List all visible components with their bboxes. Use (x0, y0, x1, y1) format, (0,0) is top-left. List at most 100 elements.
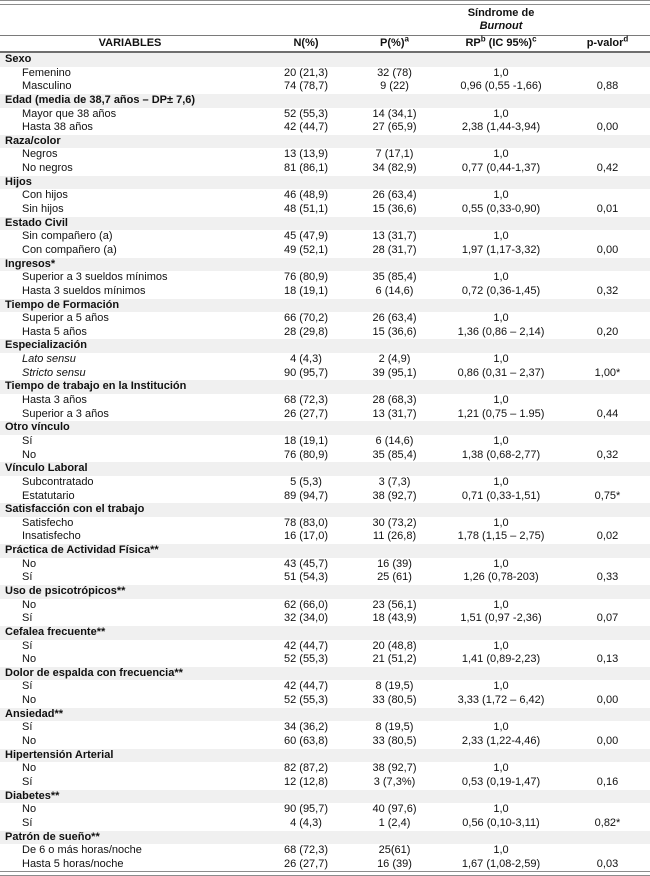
table-row: Superior a 3 sueldos mínimos 76 (80,9) 35 … (0, 271, 650, 285)
cell-pvalue: 0,32 (596, 284, 619, 297)
table-row: Superior a 3 años 26 (27,7) 13 (31,7) 1,21 … (0, 408, 650, 422)
cell-p: 23 (56,1) (372, 598, 417, 611)
row-label: No (22, 694, 37, 707)
cell-n: 26 (27,7) (283, 407, 329, 420)
row-label: Negros (22, 148, 58, 161)
cell-pvalue: 0,88 (596, 80, 619, 93)
cell-rp: 0,72 (0,36-1,45) (461, 284, 541, 297)
row-label: No (22, 735, 37, 748)
cell-rp: 1,0 (493, 475, 509, 488)
table-row: No negros 81 (86,1) 34 (82,9) 0,77 (0,44-1,… (0, 162, 650, 176)
category-label: Raza/color (5, 134, 61, 147)
cell-n: 82 (87,2) (283, 762, 329, 775)
cell-p: 26 (63,4) (372, 312, 417, 325)
cell-n: 42 (44,7) (283, 639, 329, 652)
cell-rp: 0,53 (0,19-1,47) (461, 775, 541, 788)
cell-rp: 1,97 (1,17-3,32) (461, 243, 541, 256)
cell-rp: 1,21 (0,75 – 1.95) (457, 407, 545, 420)
cell-p: 33 (80,5) (372, 694, 417, 707)
cell-p: 16 (39) (377, 857, 412, 870)
cell-n: 4 (4,3) (290, 353, 322, 366)
cell-rp: 0,55 (0,33-0,90) (461, 203, 541, 216)
cell-rp: 0,86 (0,31 – 2,37) (457, 366, 545, 379)
cell-n: 34 (36,2) (283, 721, 329, 734)
cell-n: 46 (48,9) (283, 189, 329, 202)
cell-pvalue (565, 762, 650, 776)
category-row: Hipertensión Arterial (0, 748, 650, 763)
table-row: Hasta 5 años 28 (29,8) 15 (36,6) 1,36 (0,86… (0, 326, 650, 340)
category-label: Dolor de espalda con frecuencia** (5, 666, 183, 679)
category-label: Práctica de Actividad Física** (5, 544, 159, 557)
cell-rp: 1,0 (493, 516, 509, 529)
table-row: Hasta 5 horas/noche 26 (27,7) 16 (39) 1,67 … (0, 858, 650, 872)
cell-p: 16 (39) (377, 557, 412, 570)
cell-p: 15 (36,6) (372, 325, 417, 338)
row-label: Superior a 3 sueldos mínimos (22, 271, 168, 284)
col-header-p: P(%)a (380, 34, 409, 49)
cell-pvalue (565, 394, 650, 408)
cell-pvalue: 0,01 (596, 203, 619, 216)
cell-n: 60 (63,8) (283, 735, 329, 748)
cell-p: 3 (7,3) (378, 475, 411, 488)
cell-rp: 1,0 (493, 557, 509, 570)
row-label: Subcontratado (22, 475, 94, 488)
cell-n: 52 (55,3) (283, 107, 329, 120)
category-label: Hipertensión Arterial (5, 748, 114, 761)
cell-pvalue: 0,13 (596, 653, 619, 666)
cell-p: 35 (85,4) (372, 448, 417, 461)
cell-pvalue: 0,42 (596, 162, 619, 175)
cell-pvalue (565, 803, 650, 817)
burnout-span-header: Síndrome de Burnout (352, 5, 650, 35)
cell-n: 52 (55,3) (283, 653, 329, 666)
cell-rp: 1,67 (1,08-2,59) (461, 857, 541, 870)
table-row: Sí 12 (12,8) 3 (7,3%) 0,53 (0,19-1,47) 0,16 (0, 776, 650, 790)
table-row: Superior a 5 años 66 (70,2) 26 (63,4) 1,0 (0, 312, 650, 326)
table-row: Femenino 20 (21,3) 32 (78) 1,0 (0, 67, 650, 81)
cell-p: 2 (4,9) (378, 353, 411, 366)
cell-pvalue (565, 476, 650, 490)
row-label: Superior a 3 años (22, 407, 109, 420)
cell-pvalue (565, 680, 650, 694)
category-row: Diabetes** (0, 789, 650, 804)
cell-p: 20 (48,8) (372, 639, 417, 652)
cell-rp: 1,0 (493, 271, 509, 284)
cell-n: 28 (29,8) (283, 325, 329, 338)
cell-pvalue: 0,82* (594, 816, 621, 829)
row-label: Lato sensu (22, 353, 76, 366)
cell-pvalue (565, 108, 650, 122)
cell-rp: 1,0 (493, 230, 509, 243)
cell-n: 45 (47,9) (283, 230, 329, 243)
cell-rp: 2,38 (1,44-3,94) (461, 121, 541, 134)
table-row: Con hijos 46 (48,9) 26 (63,4) 1,0 (0, 189, 650, 203)
category-label: Sexo (5, 53, 32, 65)
table-row: Hasta 3 sueldos mínimos 18 (19,1) 6 (14,6)… (0, 285, 650, 299)
cell-p: 35 (85,4) (372, 271, 417, 284)
cell-rp: 1,0 (493, 762, 509, 775)
category-row: Patrón de sueño** (0, 830, 650, 845)
cell-rp: 1,51 (0,97 -2,36) (460, 612, 542, 625)
table-row: Sí 4 (4,3) 1 (2,4) 0,56 (0,10-3,11) 0,82* (0, 817, 650, 831)
category-label: Cefalea frecuente** (5, 625, 106, 638)
table-row: No 52 (55,3) 21 (51,2) 1,41 (0,89-2,23) 0,13 (0, 653, 650, 667)
cell-p: 13 (31,7) (372, 230, 417, 243)
category-label: Satisfacción con el trabajo (5, 503, 145, 516)
row-label: Sí (22, 775, 33, 788)
table-row: No 60 (63,8) 33 (80,5) 2,33 (1,22-4,46) 0,00 (0, 735, 650, 749)
cell-p: 8 (19,5) (375, 680, 414, 693)
cell-pvalue: 0,00 (596, 735, 619, 748)
cell-rp: 1,26 (0,78-203) (463, 571, 539, 584)
cell-p: 33 (80,5) (372, 735, 417, 748)
row-label: No (22, 598, 37, 611)
category-row: Práctica de Actividad Física** (0, 544, 650, 558)
cell-n: 81 (86,1) (283, 162, 329, 175)
cell-rp: 1,0 (493, 434, 509, 447)
cell-pvalue: 0,07 (596, 612, 619, 625)
cell-p: 3 (7,3%) (373, 775, 416, 788)
row-label: Con compañero (a) (22, 243, 117, 256)
cell-rp: 1,0 (493, 680, 509, 693)
category-row: Tiempo de Formación (0, 298, 650, 313)
cell-p: 30 (73,2) (372, 516, 417, 529)
cell-n: 90 (95,7) (283, 803, 329, 816)
span-header-row: Síndrome de Burnout (0, 5, 650, 35)
cell-n: 18 (19,1) (283, 284, 329, 297)
